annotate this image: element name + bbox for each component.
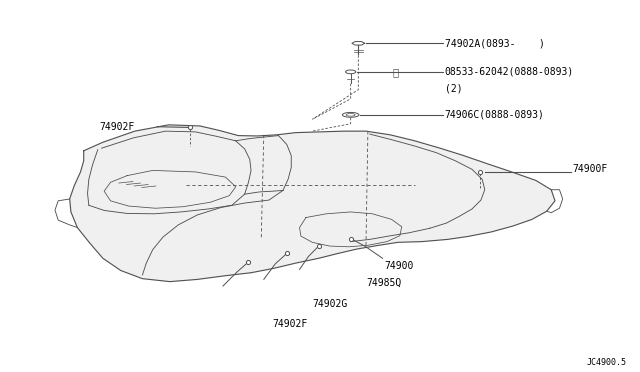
Text: 08533-62042(0888-0893): 08533-62042(0888-0893) (445, 67, 574, 77)
Polygon shape (70, 125, 555, 282)
Ellipse shape (342, 112, 359, 117)
Text: 74906C(0888-0893): 74906C(0888-0893) (445, 110, 545, 120)
Polygon shape (352, 42, 365, 45)
Text: 74902G: 74902G (312, 299, 348, 309)
Text: JC4900.5: JC4900.5 (586, 357, 627, 366)
Text: 74985Q: 74985Q (366, 278, 401, 288)
Text: Ⓢ: Ⓢ (392, 67, 399, 77)
Text: 74900F: 74900F (572, 164, 607, 174)
Text: 74902F: 74902F (272, 319, 307, 329)
Ellipse shape (346, 70, 356, 74)
Ellipse shape (346, 113, 355, 116)
Text: 74902A(0893-    ): 74902A(0893- ) (445, 38, 545, 48)
Text: (2): (2) (445, 84, 462, 94)
Text: 74902F: 74902F (100, 122, 135, 132)
Text: 74900: 74900 (384, 261, 413, 271)
